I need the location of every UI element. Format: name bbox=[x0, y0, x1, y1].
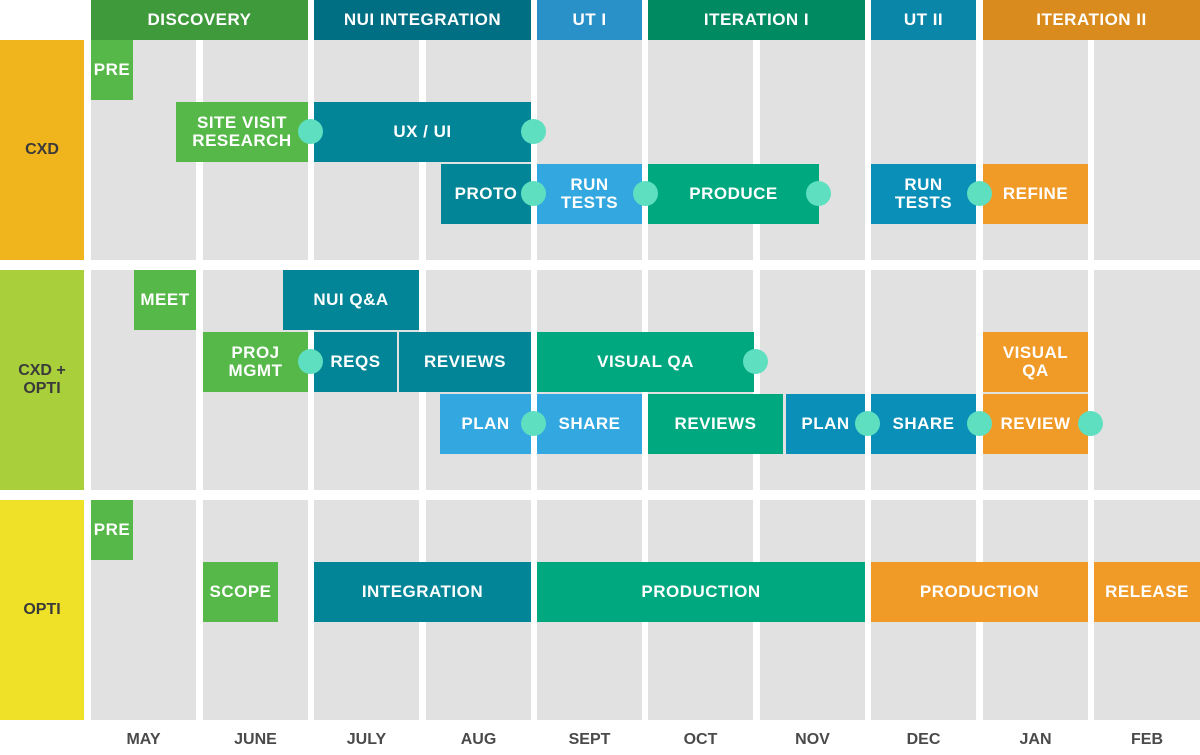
lane-separator bbox=[0, 490, 1200, 500]
task-bar-reviews: REVIEWS bbox=[399, 332, 531, 392]
task-bar-proto: PROTO bbox=[441, 164, 531, 224]
task-bar-refine: REFINE bbox=[983, 164, 1088, 224]
month-label: AUG bbox=[460, 731, 497, 748]
milestone-dot bbox=[633, 181, 658, 206]
task-bar-pre: PRE bbox=[91, 40, 133, 100]
milestone-dot bbox=[521, 181, 546, 206]
task-bar-reviews: REVIEWS bbox=[648, 394, 783, 454]
month-label: OCT bbox=[683, 731, 718, 748]
lane-separator bbox=[0, 260, 1200, 270]
milestone-dot bbox=[298, 119, 323, 144]
milestone-dot bbox=[967, 411, 992, 436]
month-label: JAN bbox=[1019, 731, 1052, 748]
task-bar-site-visit-research: SITE VISIT RESEARCH bbox=[176, 102, 308, 162]
task-bar-visual-qa: VISUAL QA bbox=[983, 332, 1088, 392]
task-bar-run-tests: RUN TESTS bbox=[871, 164, 976, 224]
milestone-dot bbox=[743, 349, 768, 374]
task-bar-share: SHARE bbox=[537, 394, 642, 454]
milestone-dot bbox=[855, 411, 880, 436]
phase-header: UT I bbox=[537, 0, 642, 40]
milestone-dot bbox=[521, 119, 546, 144]
task-bar-release: RELEASE bbox=[1094, 562, 1200, 622]
milestone-dot bbox=[806, 181, 831, 206]
month-label: JULY bbox=[346, 731, 387, 748]
task-bar-proj-mgmt: PROJ MGMT bbox=[203, 332, 308, 392]
task-bar-review: REVIEW bbox=[983, 394, 1088, 454]
milestone-dot bbox=[298, 349, 323, 374]
task-bar-production: PRODUCTION bbox=[537, 562, 865, 622]
milestone-dot bbox=[1078, 411, 1103, 436]
month-label: JUNE bbox=[234, 731, 277, 748]
task-bar-nui-qa: NUI Q&A bbox=[283, 270, 419, 330]
phase-header: DISCOVERY bbox=[91, 0, 308, 40]
phase-header: UT II bbox=[871, 0, 976, 40]
phase-header: ITERATION I bbox=[648, 0, 865, 40]
task-bar-scope: SCOPE bbox=[203, 562, 278, 622]
phase-header: ITERATION II bbox=[983, 0, 1200, 40]
task-bar-plan: PLAN bbox=[786, 394, 865, 454]
task-bar-produce: PRODUCE bbox=[648, 164, 819, 224]
month-label: NOV bbox=[795, 731, 830, 748]
task-bar-pre: PRE bbox=[91, 500, 133, 560]
task-bar-reqs: REQS bbox=[314, 332, 397, 392]
month-label: DEC bbox=[906, 731, 941, 748]
task-bar-run-tests: RUN TESTS bbox=[537, 164, 642, 224]
month-label: SEPT bbox=[568, 731, 611, 748]
task-bar-share: SHARE bbox=[871, 394, 976, 454]
milestone-dot bbox=[967, 181, 992, 206]
month-label: MAY bbox=[126, 731, 161, 748]
task-bar-ux-ui: UX / UI bbox=[314, 102, 531, 162]
lane-label-cxd: CXD bbox=[0, 40, 84, 260]
milestone-dot bbox=[521, 411, 546, 436]
lane-label-cxd-opti: CXD + OPTI bbox=[0, 270, 84, 490]
task-bar-plan: PLAN bbox=[440, 394, 531, 454]
phase-header: NUI INTEGRATION bbox=[314, 0, 531, 40]
task-bar-meet: MEET bbox=[134, 270, 196, 330]
task-bar-integration: INTEGRATION bbox=[314, 562, 531, 622]
lane-label-opti: OPTI bbox=[0, 500, 84, 720]
month-label: FEB bbox=[1131, 731, 1163, 748]
task-bar-visual-qa: VISUAL QA bbox=[537, 332, 754, 392]
task-bar-production: PRODUCTION bbox=[871, 562, 1088, 622]
